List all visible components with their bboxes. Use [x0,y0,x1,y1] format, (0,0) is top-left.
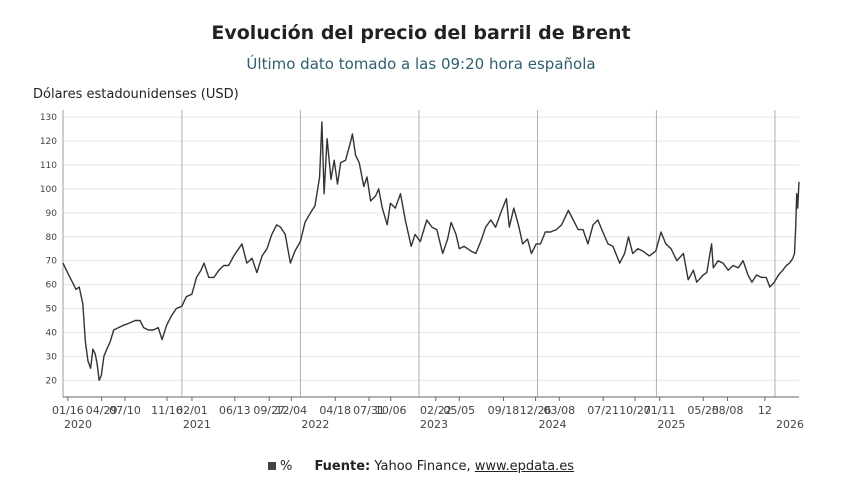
x-year-label: 2020 [64,418,92,431]
y-tick-label: 120 [40,137,57,147]
x-tick-label: 12/04 [275,404,307,417]
x-tick-label: 05/25 [687,404,719,417]
x-tick-label: 05/05 [443,404,475,417]
x-tick-label: 08/08 [712,404,744,417]
y-tick-label: 70 [46,257,58,267]
x-tick-label: 03/08 [543,404,575,417]
x-tick-label: 07/31 [353,404,385,417]
x-tick-label: 04/29 [86,404,118,417]
y-tick-label: 80 [46,233,58,243]
x-tick-label: 10/06 [375,404,407,417]
y-tick-label: 100 [40,185,57,195]
legend-label: % [279,459,293,474]
x-year-label: 2025 [657,418,685,431]
y-tick-label: 20 [46,376,58,386]
y-tick-label: 60 [46,281,58,291]
source-label: Fuente: [314,459,371,474]
chart-subtitle: Último dato tomado a las 09:20 hora espa… [246,55,596,73]
x-tick-label: 10/27 [619,404,651,417]
y-tick-label: 50 [46,305,58,315]
x-tick-label: 06/13 [219,404,251,417]
y-tick-label: 90 [46,209,58,219]
y-axis-label: Dólares estadounidenses (USD) [33,87,239,102]
x-tick-label: 12 [758,404,772,417]
x-year-label: 2023 [420,418,448,431]
plot-area [63,110,799,397]
x-tick-label: 02/01 [176,404,208,417]
x-tick-label: 09/18 [488,404,520,417]
legend-swatch [267,462,276,470]
x-tick-label: 04/18 [319,404,351,417]
chart-footer: % Fuente: Yahoo Finance, www.epdata.es [0,459,842,474]
x-year-label: 2026 [776,418,804,431]
y-tick-label: 110 [40,161,57,171]
x-tick-label: 01/16 [52,404,84,417]
x-tick-label: 12/26 [520,404,552,417]
y-tick-label: 30 [46,352,58,362]
series-line [62,121,800,381]
source-link[interactable]: www.epdata.es [474,459,575,474]
x-tick-label: 11/16 [151,404,183,417]
x-year-label: 2021 [183,418,211,431]
x-tick-label: 07/10 [109,404,141,417]
y-tick-label: 130 [40,113,57,123]
x-tick-label: 01/11 [644,404,676,417]
source-text: Yahoo Finance, [374,459,471,474]
y-tick-label: 40 [46,328,58,338]
legend: % [267,459,297,474]
x-tick-label: 02/22 [420,404,452,417]
x-year-label: 2022 [301,418,329,431]
x-tick-label: 09/27 [253,404,285,417]
chart-title: Evolución del precio del barril de Brent [211,22,631,44]
x-tick-label: 07/21 [587,404,619,417]
x-year-label: 2024 [539,418,567,431]
